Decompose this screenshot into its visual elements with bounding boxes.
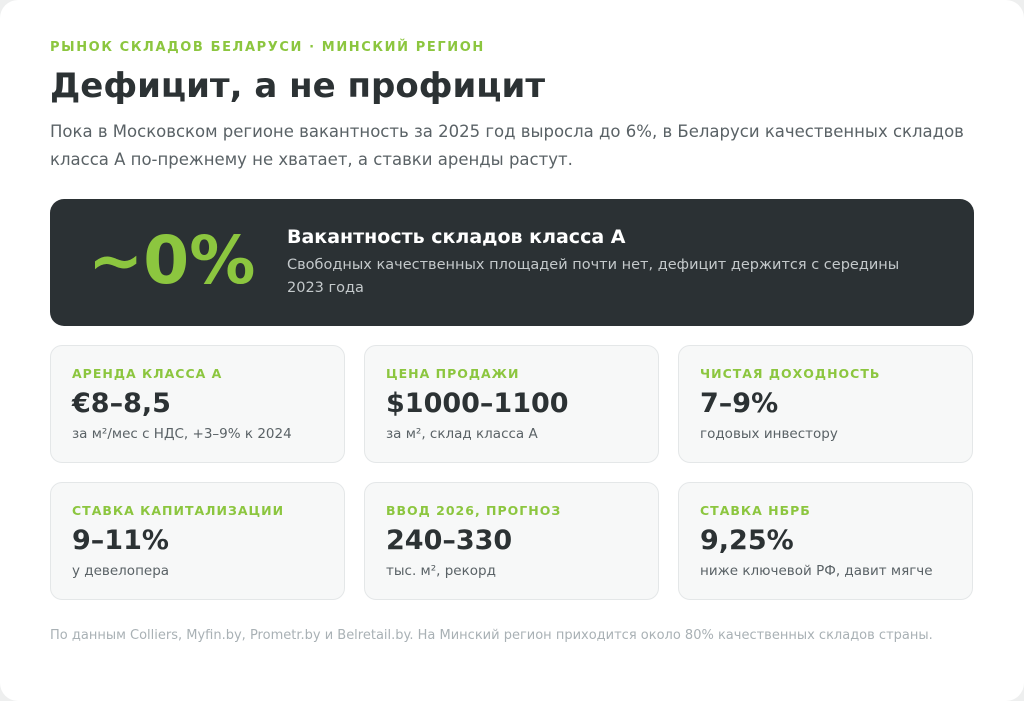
stat-note: за м², склад класса А [386,426,538,442]
stat-label: АРЕНДА КЛАССА А [72,366,223,381]
stat-value: €8–8,5 [72,388,171,419]
stat-card-nbrb-rate: СТАВКА НБРБ 9,25% ниже ключевой РФ, дави… [678,482,973,600]
stat-note: тыс. м², рекорд [386,563,496,579]
stat-label: ЧИСТАЯ ДОХОДНОСТЬ [700,366,881,381]
stat-label: СТАВКА НБРБ [700,503,811,518]
eyebrow-label: РЫНОК СКЛАДОВ БЕЛАРУСИ · МИНСКИЙ РЕГИОН [50,40,485,55]
hero-panel: ~0% Вакантность складов класса А Свободн… [50,199,974,326]
stat-value: 240–330 [386,525,513,556]
stat-label: ЦЕНА ПРОДАЖИ [386,366,520,381]
hero-value: ~0% [88,222,256,299]
stat-note: за м²/мес с НДС, +3–9% к 2024 [72,426,292,442]
stat-label: ВВОД 2026, ПРОГНОЗ [386,503,562,518]
stat-card-cap-rate: СТАВКА КАПИТАЛИЗАЦИИ 9–11% у девелопера [50,482,345,600]
lead-paragraph: Пока в Московском регионе вакантность за… [50,122,964,169]
stat-value: 7–9% [700,388,779,419]
hero-description: Свободных качественных площадей почти не… [287,257,900,296]
stat-label: СТАВКА КАПИТАЛИЗАЦИИ [72,503,285,518]
hero-title: Вакантность складов класса А [287,226,626,248]
stat-value: 9,25% [700,525,794,556]
source-footnote: По данным Colliers, Myfin.by, Prometr.by… [50,628,933,643]
stat-card-rent: АРЕНДА КЛАССА А €8–8,5 за м²/мес с НДС, … [50,345,345,463]
page-title: Дефицит, а не профицит [50,66,546,106]
stat-note: у девелопера [72,563,170,579]
stat-note: ниже ключевой РФ, давит мягче [700,563,933,579]
stat-card-sale-price: ЦЕНА ПРОДАЖИ $1000–1100 за м², склад кла… [364,345,659,463]
stat-value: 9–11% [72,525,169,556]
stat-card-supply-forecast: ВВОД 2026, ПРОГНОЗ 240–330 тыс. м², реко… [364,482,659,600]
stat-note: годовых инвестору [700,426,838,442]
stat-value: $1000–1100 [386,388,569,419]
stat-card-net-yield: ЧИСТАЯ ДОХОДНОСТЬ 7–9% годовых инвестору [678,345,973,463]
